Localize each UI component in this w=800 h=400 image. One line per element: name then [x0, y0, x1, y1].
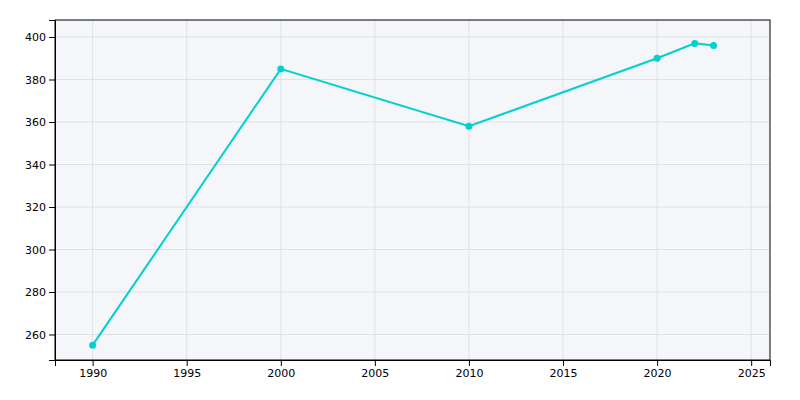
tick-label: 2000 [267, 367, 295, 380]
tick: 380 [25, 74, 55, 87]
tick: 260 [25, 329, 55, 342]
tick-mark [751, 360, 752, 366]
grid-line-y [55, 249, 770, 250]
tick-mark [375, 360, 376, 366]
tick-label: 340 [25, 159, 46, 172]
tick: 2005 [361, 360, 389, 380]
grid-line-x [563, 20, 564, 360]
tick: 1990 [79, 360, 107, 380]
grid-line-x [374, 20, 375, 360]
grid-line-y [55, 164, 770, 165]
grid-line-x [468, 20, 469, 360]
series [89, 40, 717, 349]
grid-line-y [55, 334, 770, 335]
tick-mark [563, 360, 564, 366]
tick-mark [49, 37, 55, 38]
tick: 2025 [738, 360, 766, 380]
tick: 320 [25, 201, 55, 214]
grid-line-y [55, 122, 770, 123]
point [277, 65, 284, 72]
tick-label: 300 [25, 244, 46, 257]
tick-label: 2005 [361, 367, 389, 380]
tick-label: 380 [25, 74, 46, 87]
y-axis: 260 280 300 320 340 360 380 400 [25, 21, 56, 361]
tick: 280 [25, 286, 55, 299]
chart: 1990 1995 2000 2005 2010 2015 2020 2025 260 280 30… [0, 0, 800, 400]
tick-mark [187, 360, 188, 366]
tick: 2000 [267, 360, 295, 380]
tick-label: 1990 [79, 367, 107, 380]
tick-label: 2020 [644, 367, 672, 380]
grid-line-x [186, 20, 187, 360]
grid [55, 20, 770, 360]
tick-label: 2010 [455, 367, 483, 380]
tick-mark [93, 360, 94, 366]
tick-mark [49, 292, 55, 293]
grid-line-y [55, 79, 770, 80]
plot-frame [55, 20, 770, 360]
tick-mark [49, 80, 55, 81]
tick: 340 [25, 159, 55, 172]
grid-line-y [55, 37, 770, 38]
grid-line-x [751, 20, 752, 360]
tick: 2015 [550, 360, 578, 380]
plot: 1990 1995 2000 2005 2010 2015 2020 2025 260 280 30… [25, 20, 771, 380]
tick: 1995 [173, 360, 201, 380]
tick-label: 400 [25, 31, 46, 44]
tick-label: 2015 [550, 367, 578, 380]
tick-mark [657, 360, 658, 366]
grid-line-x [92, 20, 93, 360]
line [93, 43, 714, 345]
x-axis: 1990 1995 2000 2005 2010 2015 2020 2025 [56, 360, 771, 380]
plot-background [55, 20, 770, 360]
tick-label: 360 [25, 116, 46, 129]
tick: 400 [25, 31, 55, 44]
point [691, 40, 698, 47]
point [654, 55, 661, 62]
point [710, 42, 717, 49]
grid-line-x [657, 20, 658, 360]
tick-mark [49, 207, 55, 208]
tick-label: 260 [25, 329, 46, 342]
tick: 300 [25, 244, 55, 257]
tick-label: 280 [25, 286, 46, 299]
point [465, 123, 472, 130]
tick: 360 [25, 116, 55, 129]
tick-label: 1995 [173, 367, 201, 380]
grid-line-y [55, 292, 770, 293]
tick: 2010 [455, 360, 483, 380]
tick-mark [49, 165, 55, 166]
tick-mark [49, 250, 55, 251]
tick-label: 320 [25, 201, 46, 214]
tick: 2020 [644, 360, 672, 380]
axis-line [56, 361, 771, 367]
tick-mark [281, 360, 282, 366]
tick-mark [49, 122, 55, 123]
tick-mark [49, 335, 55, 336]
tick-label: 2025 [738, 367, 766, 380]
tick-mark [469, 360, 470, 366]
grid-line-y [55, 207, 770, 208]
point [89, 342, 96, 349]
